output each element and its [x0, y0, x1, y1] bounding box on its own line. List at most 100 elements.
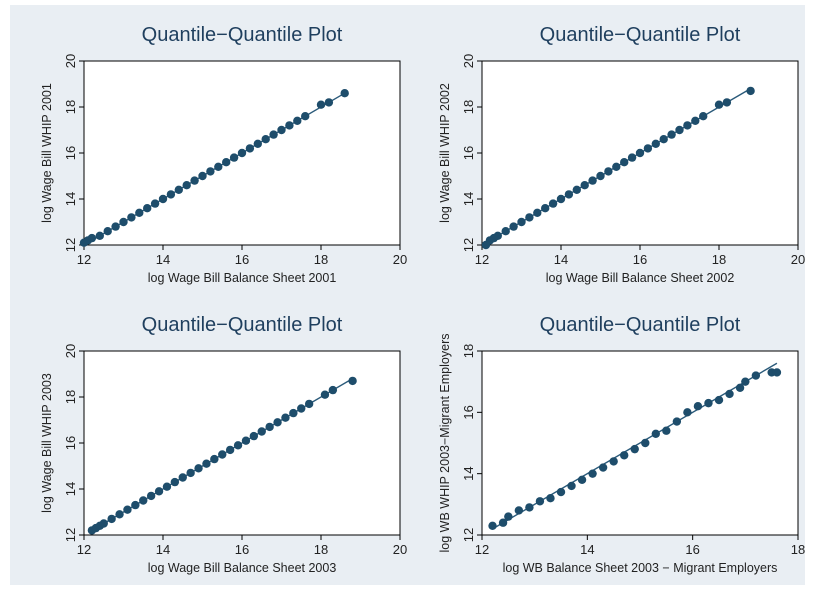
quantile-point [683, 408, 692, 417]
quantile-point [249, 431, 259, 441]
quantile-point [87, 233, 97, 243]
quantile-point [722, 98, 732, 107]
quantile-point [127, 213, 136, 222]
y-tick-label: 12 [461, 528, 476, 542]
quantile-point [143, 204, 152, 213]
quantile-point [245, 144, 255, 153]
x-tick-label: 20 [393, 252, 407, 267]
quantile-point [693, 402, 703, 411]
quantile-point [229, 153, 239, 162]
quantile-point [714, 100, 724, 109]
quantile-point [107, 514, 116, 524]
quantile-point [301, 112, 310, 121]
quantile-point [269, 130, 278, 139]
quantile-point [297, 404, 306, 413]
quantile-point [277, 125, 286, 135]
quantile-point [123, 505, 132, 514]
quantile-point [166, 190, 176, 199]
quantile-point [324, 98, 334, 107]
x-tick-label: 12 [77, 252, 91, 267]
x-axis-label: log WB Balance Sheet 2003 − Migrant Empl… [503, 561, 778, 575]
x-tick-label: 18 [314, 542, 328, 557]
quantile-point [772, 368, 782, 377]
quantile-point [577, 475, 587, 484]
y-axis-label: log Wage Bill WHIP 2003 [40, 373, 54, 513]
y-tick-label: 20 [63, 344, 78, 358]
x-tick-label: 12 [475, 542, 489, 557]
quantile-point [328, 385, 338, 395]
quantile-point [198, 171, 207, 181]
quantile-point [206, 167, 215, 176]
quantile-point [265, 422, 274, 432]
quantile-point [285, 121, 294, 130]
x-tick-label: 18 [791, 542, 805, 557]
x-tick-label: 20 [393, 542, 407, 557]
quantile-point [641, 438, 650, 448]
quantile-point [241, 436, 251, 445]
quantile-point [210, 454, 219, 464]
quantile-point [741, 377, 750, 386]
quantile-point [567, 481, 576, 491]
x-tick-label: 14 [156, 542, 170, 557]
qq-panel-migrant-2003: Quantile−Quantile Plot 12 14 16 18 12 14 16 18 lo… [408, 295, 805, 585]
quantile-point [672, 417, 682, 426]
y-axis-label: log Wage Bill WHIP 2001 [40, 83, 54, 223]
qq-chart-2003: Quantile−Quantile Plot 12 14 16 18 20 12 14 16 18… [40, 314, 407, 575]
qq-panel-2002: Quantile−Quantile Plot 12 14 16 18 20 12 14 16 18… [408, 5, 805, 295]
y-axis-label: log WB WHIP 2003−Migrant Employers [438, 334, 452, 553]
quantile-point [316, 100, 326, 109]
quantile-point [222, 158, 231, 167]
quantile-point [150, 199, 160, 208]
quantile-point [190, 176, 199, 185]
quantile-point [620, 158, 629, 167]
y-tick-label: 14 [461, 192, 476, 206]
quantile-point [612, 162, 621, 171]
quantile-point [667, 130, 676, 139]
y-tick-label: 18 [63, 390, 78, 404]
y-axis-label: log Wage Bill WHIP 2002 [438, 83, 452, 223]
quantile-point [233, 441, 243, 450]
quantile-point [598, 463, 608, 472]
qq-plot-figure: Quantile−Quantile Plot 12 14 16 18 20 12 14 16 18… [10, 5, 805, 585]
quantile-point [635, 148, 645, 158]
quantile-point [725, 389, 734, 399]
quantile-point [488, 521, 497, 530]
qq-chart-2001: Quantile−Quantile Plot 12 14 16 18 20 12 14 16 18… [40, 24, 407, 285]
y-tick-label: 14 [63, 192, 78, 206]
quantile-point [498, 518, 508, 527]
quantile-point [659, 135, 668, 144]
y-tick-label: 14 [63, 482, 78, 496]
quantile-point [651, 429, 660, 438]
quantile-point [273, 418, 282, 427]
y-tick-label: 14 [461, 466, 476, 480]
quantile-point [504, 512, 513, 521]
quantile-point [596, 171, 605, 181]
quantile-point [162, 482, 172, 491]
x-tick-label: 14 [156, 252, 170, 267]
quantile-point [493, 231, 502, 240]
quantile-point [630, 444, 639, 454]
quantile-point [735, 383, 745, 392]
quantile-point [509, 222, 518, 231]
quantile-point [320, 390, 330, 399]
y-tick-label: 18 [461, 100, 476, 114]
y-tick-label: 18 [63, 100, 78, 114]
quantile-point [225, 445, 235, 455]
x-tick-label: 16 [235, 542, 249, 557]
qq-panel-2001: Quantile−Quantile Plot 12 14 16 18 20 12 14 16 18… [10, 5, 407, 295]
quantile-point [348, 376, 357, 386]
y-tick-label: 16 [63, 436, 78, 450]
quantile-point [95, 231, 105, 240]
quantile-point [289, 408, 298, 418]
quantile-point [548, 199, 558, 208]
quantile-point [281, 413, 290, 422]
chart-title: Quantile−Quantile Plot [142, 24, 343, 46]
quantile-point [535, 497, 545, 506]
qq-panel-2003: Quantile−Quantile Plot 12 14 16 18 20 12 14 16 18… [10, 295, 407, 585]
x-axis-label: log Wage Bill Balance Sheet 2001 [148, 271, 337, 285]
quantile-point [214, 162, 223, 171]
quantile-point [170, 477, 180, 487]
y-tick-label: 20 [63, 54, 78, 68]
quantile-point [609, 457, 618, 466]
chart-title: Quantile−Quantile Plot [540, 24, 741, 46]
